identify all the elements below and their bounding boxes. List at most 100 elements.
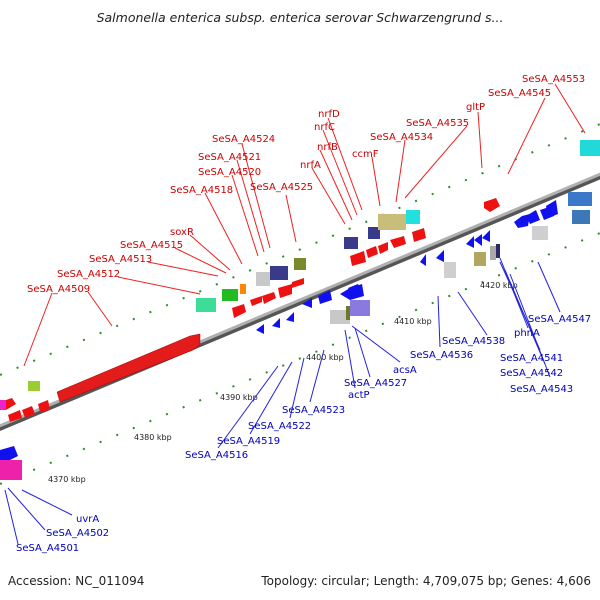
gene-label: SeSA_A4553	[522, 74, 585, 85]
gene-forward-cyan	[406, 210, 420, 224]
tick-tracks	[0, 123, 600, 485]
reverse-labels: SeSA_A4547 phnA SeSA_A4541 SeSA_A4542 Se…	[16, 314, 591, 554]
gene-forward-khaki	[378, 214, 406, 230]
gene-reverse	[318, 290, 332, 304]
gene-reverse-magenta	[0, 460, 22, 480]
gene-label: SeSA_A4543	[510, 384, 573, 395]
forward-labels: SeSA_A4553 SeSA_A4545 gltP SeSA_A4535 Se…	[27, 74, 585, 295]
reverse-genes	[0, 192, 592, 480]
gene-label: SeSA_A4502	[46, 528, 109, 539]
gene-forward-grey	[256, 272, 270, 286]
accession-text: Accession: NC_011094	[8, 574, 145, 588]
gene-forward-green	[222, 289, 238, 301]
gene-reverse	[272, 318, 280, 328]
gene-forward	[38, 400, 50, 412]
gene-reverse	[0, 446, 18, 462]
gene-label: acsA	[393, 365, 417, 376]
gene-label: nrfC	[314, 122, 335, 133]
gene-label: SeSA_A4523	[282, 405, 345, 416]
map-title: Salmonella enterica subsp. enterica sero…	[96, 10, 504, 25]
gene-forward	[390, 236, 406, 248]
gene-forward	[262, 292, 276, 304]
scale-label: 4410 kbp	[394, 317, 432, 326]
gene-reverse	[546, 200, 558, 218]
gene-label: SeSA_A4513	[89, 254, 152, 265]
gene-reverse	[514, 214, 530, 228]
gene-label: SeSA_A4509	[27, 284, 90, 295]
gene-label: SeSA_A4542	[500, 368, 563, 379]
gene-forward	[278, 284, 292, 298]
scale-labels: 4370 kbp 4380 kbp 4390 kbp 4400 kbp 4410…	[48, 281, 518, 484]
gene-reverse-grey	[490, 246, 496, 260]
gene-label: SeSA_A4534	[370, 132, 433, 143]
gene-label: ccmF	[352, 149, 379, 160]
gene-label: actP	[348, 390, 370, 401]
gene-label: phnA	[514, 328, 540, 339]
label-leaders-forward	[23, 83, 586, 367]
gene-forward	[292, 278, 304, 288]
gene-forward	[484, 198, 500, 212]
gene-label: SeSA_A4512	[57, 269, 120, 280]
gene-label: SeSA_A4527	[344, 378, 407, 389]
scale-label: 4390 kbp	[220, 393, 258, 402]
gene-forward	[22, 406, 35, 418]
gene-reverse-olive	[474, 252, 486, 266]
gene-reverse-steelblue	[568, 192, 592, 206]
gene-reverse	[420, 254, 426, 266]
gene-label: SeSA_A4516	[185, 450, 248, 461]
gene-label: SeSA_A4501	[16, 543, 79, 554]
gene-label: nrfA	[300, 160, 321, 171]
gene-label: SeSA_A4521	[198, 152, 261, 163]
gene-forward	[8, 410, 22, 422]
forward-genes	[0, 140, 600, 422]
gene-reverse	[348, 284, 362, 296]
gene-reverse	[436, 250, 444, 262]
gene-label: SeSA_A4541	[500, 353, 563, 364]
gene-reverse	[526, 210, 540, 224]
gene-label: SeSA_A4538	[442, 336, 505, 347]
gene-label: nrfB	[317, 142, 338, 153]
gene-forward	[378, 242, 388, 254]
gene-label: SeSA_A4520	[198, 167, 261, 178]
scale-label: 4370 kbp	[48, 475, 86, 484]
gene-label: SeSA_A4522	[248, 421, 311, 432]
scale-label: 4420 kbp	[480, 281, 518, 290]
gene-forward-darkblue	[344, 237, 358, 249]
gene-forward	[350, 251, 366, 266]
gene-label: gltP	[466, 102, 485, 113]
gene-reverse	[474, 234, 482, 246]
gene-forward	[232, 304, 246, 318]
gene-forward	[250, 296, 262, 306]
gene-reverse-grey	[330, 310, 350, 324]
gene-label: SeSA_A4524	[212, 134, 275, 145]
gene-forward	[366, 246, 378, 258]
gene-label: uvrA	[76, 514, 99, 525]
gene-forward-darkblue	[270, 266, 288, 280]
gene-forward-large	[56, 333, 201, 403]
gene-reverse	[256, 324, 264, 334]
gene-reverse-darkblue	[496, 244, 500, 258]
gene-label: SeSA_A4515	[120, 240, 183, 251]
gene-forward-cyan	[580, 140, 600, 156]
gene-reverse-lavender	[350, 300, 370, 316]
gene-forward-lightgreen	[28, 381, 40, 391]
gene-reverse-steelblue	[572, 210, 590, 224]
gene-label: SeSA_A4519	[217, 436, 280, 447]
gene-label: SeSA_A4545	[488, 88, 551, 99]
scale-label: 4400 kbp	[306, 353, 344, 362]
gene-label: soxR	[170, 227, 194, 238]
gene-forward-mint	[196, 298, 216, 312]
gene-reverse	[466, 236, 474, 248]
gene-reverse-olive	[346, 306, 350, 320]
gene-label: SeSA_A4518	[170, 185, 233, 196]
gene-forward-orange	[240, 284, 246, 294]
gene-forward-magenta	[0, 400, 6, 410]
gene-label: SeSA_A4525	[250, 182, 313, 193]
gene-label: SeSA_A4536	[410, 350, 473, 361]
gene-label: SeSA_A4547	[528, 314, 591, 325]
scale-label: 4380 kbp	[134, 433, 172, 442]
gene-reverse	[302, 298, 312, 308]
gene-forward-darkblue	[368, 227, 380, 239]
label-leaders-reverse	[4, 257, 561, 545]
